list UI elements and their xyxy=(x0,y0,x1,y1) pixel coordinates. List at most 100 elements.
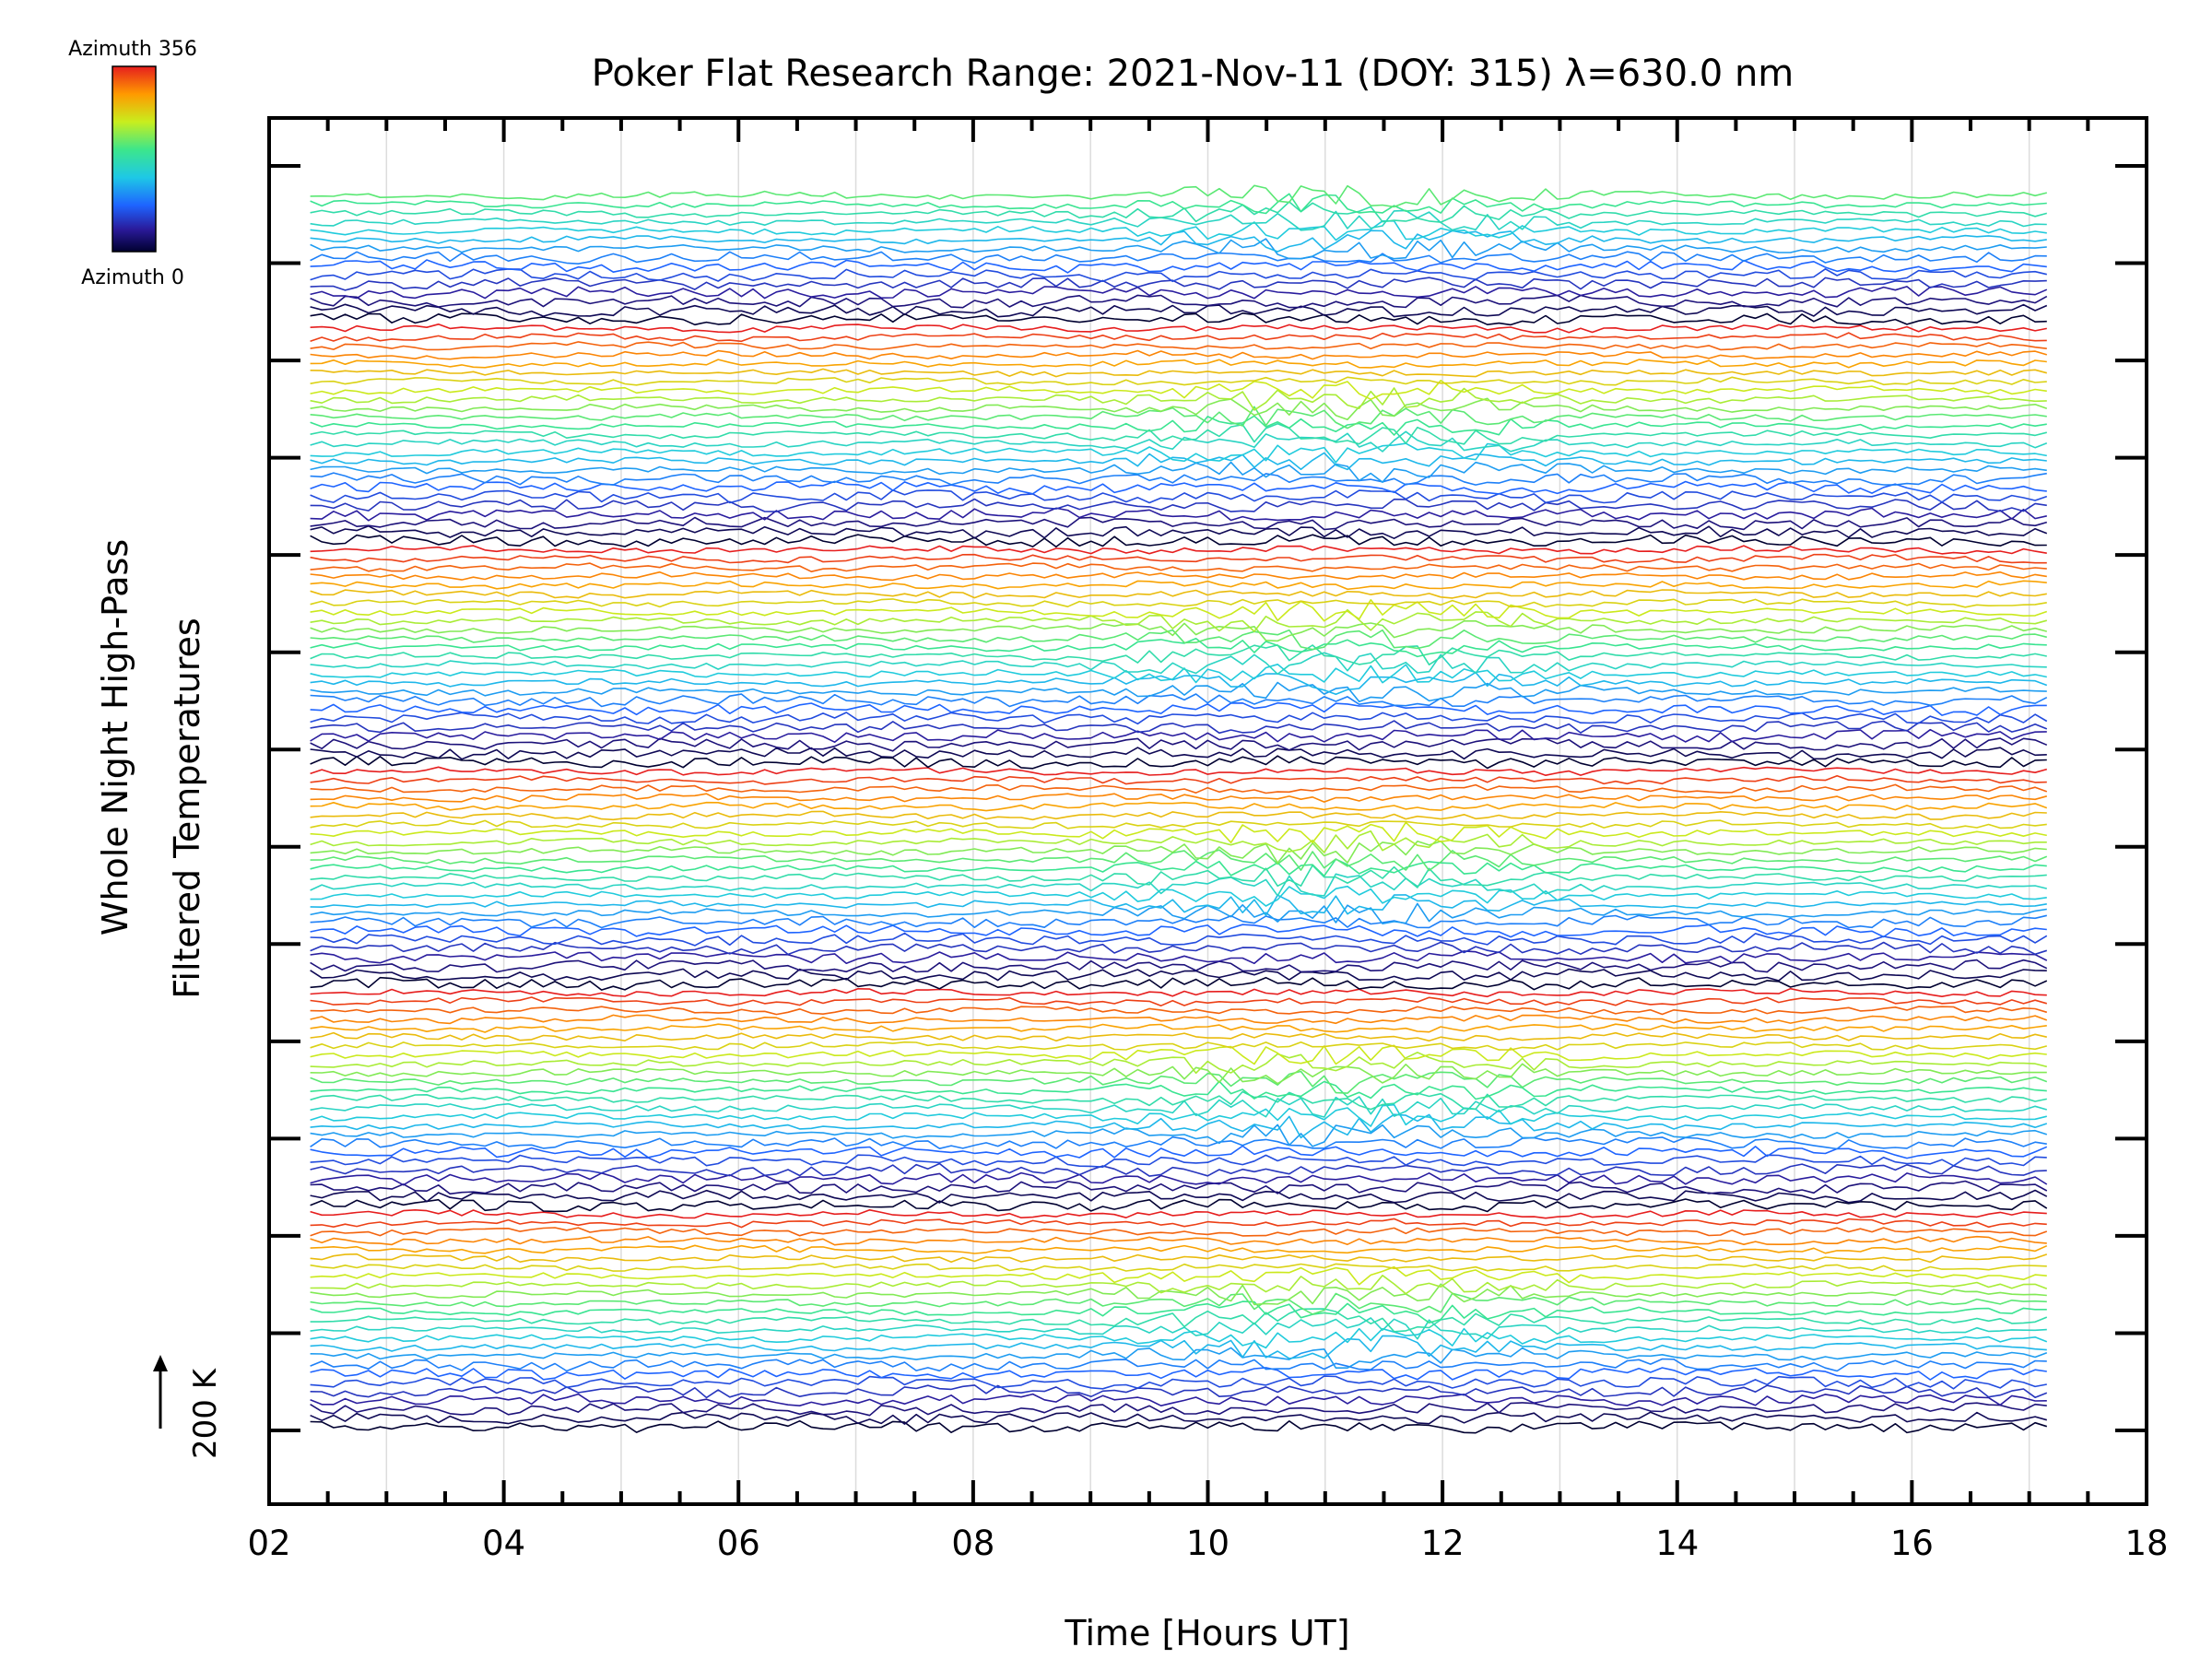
series-line xyxy=(310,1335,2047,1359)
series-line xyxy=(310,442,2047,464)
x-tick-label: 02 xyxy=(247,1524,290,1563)
series-line xyxy=(310,1090,2047,1111)
series-line xyxy=(310,1218,2047,1229)
series-line xyxy=(310,858,2047,877)
y-axis-label-line2: Filtered Temperatures xyxy=(167,618,207,998)
series-line xyxy=(310,1308,2048,1333)
x-tick-label: 04 xyxy=(482,1524,525,1563)
series-line xyxy=(310,332,2047,343)
x-tick-label: 14 xyxy=(1655,1524,1699,1563)
series-line xyxy=(310,865,2047,888)
series-line xyxy=(310,652,2047,676)
series-line xyxy=(310,619,2048,642)
series-line xyxy=(310,1070,2048,1094)
series-line xyxy=(310,902,2047,925)
series-line xyxy=(310,571,2047,582)
series-line xyxy=(310,1103,2047,1127)
series-line xyxy=(310,1292,2047,1315)
series-line xyxy=(310,793,2048,803)
series-line xyxy=(310,259,2047,274)
series-line xyxy=(310,286,2048,300)
series-line xyxy=(310,1006,2048,1016)
series-line xyxy=(310,1209,2047,1219)
series-line xyxy=(310,209,2047,231)
series-line xyxy=(310,637,2047,658)
series-line xyxy=(310,507,2047,522)
series-line xyxy=(310,968,2047,982)
series-line xyxy=(310,987,2047,998)
x-tick-label: 16 xyxy=(1890,1524,1934,1563)
x-tick-label: 08 xyxy=(951,1524,994,1563)
series-line xyxy=(310,553,2047,564)
series-line xyxy=(310,589,2047,599)
series-line xyxy=(310,349,2048,360)
series-line xyxy=(310,376,2047,386)
series-line xyxy=(310,1393,2047,1406)
series-line xyxy=(310,712,2048,725)
series-line xyxy=(310,379,2047,401)
series-line xyxy=(310,1253,2048,1264)
series-line xyxy=(310,341,2047,351)
series-line xyxy=(310,220,2047,241)
series-line xyxy=(310,1265,2047,1286)
series-line xyxy=(310,1124,2048,1147)
series-line xyxy=(310,1052,2047,1075)
series-line xyxy=(310,1358,2047,1372)
series-line xyxy=(310,728,2047,744)
series-line xyxy=(310,201,2048,223)
series-line xyxy=(310,1263,2047,1272)
colorbar: Azimuth 356 Azimuth 0 xyxy=(68,38,197,289)
series-line xyxy=(310,472,2047,486)
series-line xyxy=(310,959,2048,973)
series-line xyxy=(310,387,2047,411)
scale-bar-label: 200 K xyxy=(187,1367,224,1459)
series-line xyxy=(310,1411,2048,1425)
series-line xyxy=(310,663,2047,684)
x-tick-label: 06 xyxy=(717,1524,760,1563)
series-line xyxy=(310,1080,2047,1100)
series-line xyxy=(310,276,2047,291)
series-line xyxy=(310,1419,2048,1434)
series-line xyxy=(310,1154,2047,1168)
series-line xyxy=(310,312,2047,326)
colorbar-top-label: Azimuth 356 xyxy=(68,38,197,61)
series-line xyxy=(310,821,2047,844)
series-line xyxy=(310,774,2047,785)
series-line xyxy=(310,996,2048,1007)
series-line xyxy=(310,598,2048,622)
series-line xyxy=(310,914,2047,929)
series-line xyxy=(310,950,2048,965)
series-line xyxy=(310,598,2047,608)
series-line xyxy=(310,323,2047,334)
series-line xyxy=(310,671,2048,696)
series-line xyxy=(310,251,2047,265)
x-tick-label: 12 xyxy=(1421,1524,1465,1563)
series-line xyxy=(310,430,2048,453)
series-line xyxy=(310,629,2047,651)
colorbar-bottom-label: Azimuth 0 xyxy=(81,266,184,289)
series-line xyxy=(310,801,2048,812)
x-tick-label: 18 xyxy=(2124,1524,2168,1563)
series-line xyxy=(310,1162,2047,1177)
series-line xyxy=(310,1171,2048,1186)
series-line xyxy=(310,545,2047,555)
chart-title: Poker Flat Research Range: 2021-Nov-11 (… xyxy=(592,53,1794,95)
series-line xyxy=(310,1023,2047,1033)
series-line xyxy=(310,193,2047,215)
series-line xyxy=(310,1113,2048,1139)
series-line xyxy=(310,516,2048,531)
series-line xyxy=(310,397,2048,421)
series-line xyxy=(310,267,2047,283)
series-line xyxy=(310,819,2047,830)
series-line xyxy=(310,1283,2047,1306)
series-line xyxy=(310,1275,2048,1295)
series-line xyxy=(310,368,2048,378)
series-line xyxy=(310,924,2047,938)
series-line xyxy=(310,830,2047,853)
series-line xyxy=(310,294,2048,309)
series-line xyxy=(310,976,2048,991)
scale-bar-arrowhead-icon xyxy=(153,1355,168,1371)
series-line xyxy=(310,489,2048,504)
series-line xyxy=(310,580,2047,591)
series-line xyxy=(310,1014,2048,1025)
